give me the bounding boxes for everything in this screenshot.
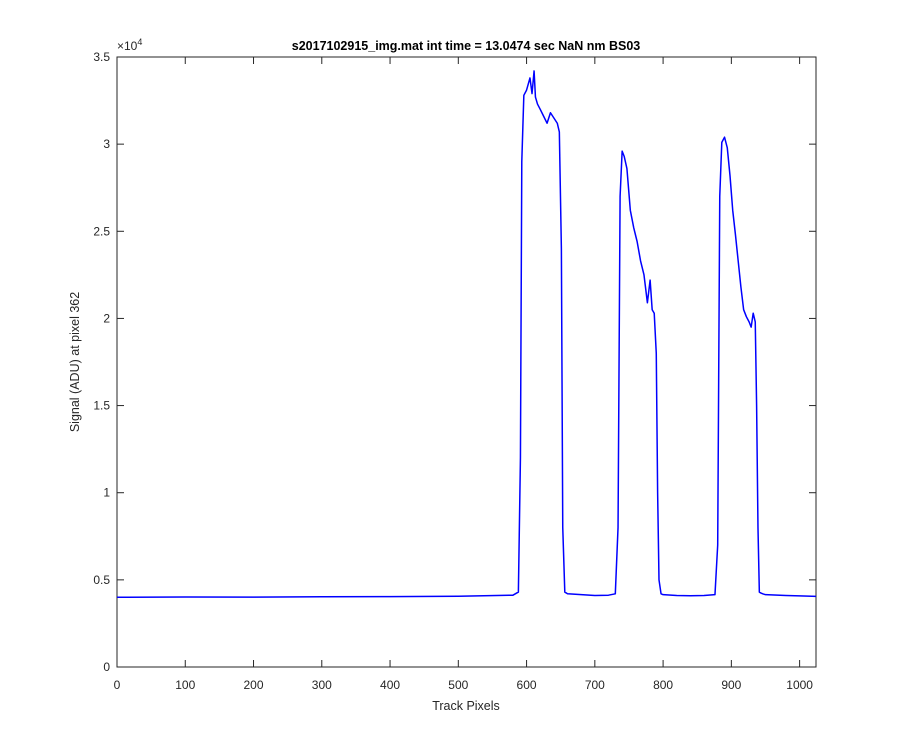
x-tick-label: 200 <box>244 678 264 692</box>
y-axis: 0 0.5 1 1.5 2 2.5 3 3.5 <box>93 50 816 674</box>
x-tick-label: 800 <box>653 678 673 692</box>
x-axis: 0 100 200 300 400 500 600 700 800 900 1000 <box>114 57 813 692</box>
x-tick-label: 600 <box>517 678 537 692</box>
axes-box <box>116 56 817 668</box>
y-tick-label: 0 <box>103 660 110 674</box>
x-tick-label: 1000 <box>786 678 813 692</box>
x-tick-label: 0 <box>114 678 121 692</box>
plot-area <box>116 56 817 668</box>
x-axis-label: Track Pixels <box>432 699 500 713</box>
series-line <box>117 70 816 599</box>
chart-title: s2017102915_img.mat int time = 13.0474 s… <box>292 39 641 53</box>
y-tick-label: 3.5 <box>93 50 110 64</box>
x-tick-label: 100 <box>175 678 195 692</box>
y-tick-label: 1.5 <box>93 399 110 413</box>
y-tick-label: 1 <box>103 486 110 500</box>
y-axis-label: Signal (ADU) at pixel 362 <box>68 292 82 432</box>
y-tick-label: 2 <box>103 311 110 325</box>
y-exponent-label: ×104 <box>117 37 142 53</box>
x-tick-label: 400 <box>380 678 400 692</box>
x-tick-label: 300 <box>312 678 332 692</box>
y-tick-label: 0.5 <box>93 573 110 587</box>
x-tick-label: 900 <box>721 678 741 692</box>
x-tick-label: 700 <box>585 678 605 692</box>
y-tick-label: 2.5 <box>93 224 110 238</box>
x-tick-label: 500 <box>448 678 468 692</box>
y-exponent-base: ×10 <box>117 39 138 53</box>
y-tick-label: 3 <box>103 137 110 151</box>
y-exponent-power: 4 <box>137 37 142 47</box>
